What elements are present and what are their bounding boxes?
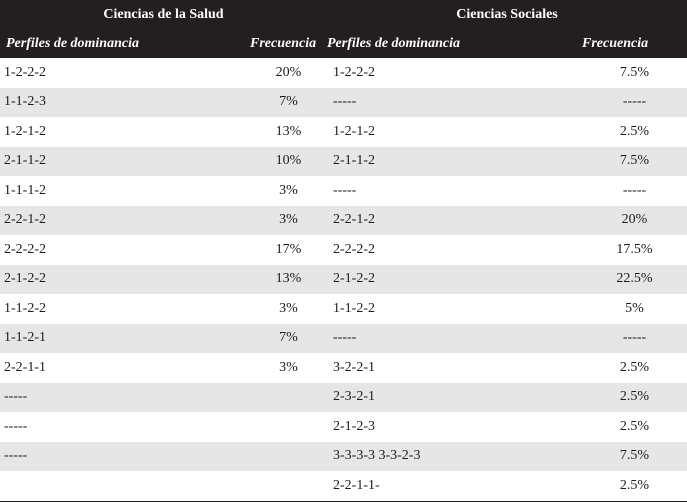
sociales-frecuencia-cell: 2.5% [619,123,650,139]
salud-perfil-cell: 1-1-1-2 [4,182,46,198]
sociales-frecuencia-cell: 2.5% [619,389,650,405]
table-row: 2-1-2-2 13% 2-1-2-2 22.5% [0,264,687,294]
salud-frecuencia-cell: 13% [275,271,302,287]
table-row: 1-2-1-2 13% 1-2-1-2 2.5% [0,117,687,147]
table-row: ----- 2-3-2-1 2.5% [0,382,687,412]
sociales-frecuencia-cell: 7.5% [619,64,650,80]
salud-perfil-cell: 2-1-1-2 [4,153,46,169]
column-header-frecuencia-salud: Frecuencia [250,36,317,51]
sociales-perfil-cell: 2-2-2-2 [333,241,375,257]
column-header-row: Perfiles de dominancia Frecuencia Perfil… [0,30,687,58]
salud-frecuencia-cell: 13% [275,123,302,139]
table-row: 2-1-1-2 10% 2-1-1-2 7.5% [0,146,687,176]
salud-perfil-cell: 2-2-1-1 [4,359,46,375]
table-row: 2-2-1-1 3% 3-2-2-1 2.5% [0,353,687,383]
table-row: ----- 3-3-3-3 3-3-2-3 7.5% [0,441,687,471]
sociales-perfil-cell: 3-3-3-3 3-3-2-3 [333,448,421,464]
salud-perfil-cell: 1-2-2-2 [4,64,46,80]
sociales-perfil-cell: ----- [333,330,357,346]
salud-perfil-cell: ----- [4,389,28,405]
salud-perfil-cell: 2-1-2-2 [4,271,46,287]
sociales-perfil-cell: 1-1-2-2 [333,300,375,316]
table-row: ----- 2-1-2-3 2.5% [0,412,687,442]
sociales-frecuencia-cell: 5% [625,300,644,316]
group-header-salud: Ciencias de la Salud [103,7,224,22]
table-row: 2-2-2-2 17% 2-2-2-2 17.5% [0,235,687,265]
salud-frecuencia-cell: 10% [275,153,302,169]
table-bottom-rule [0,500,687,502]
table-row: 1-2-2-2 20% 1-2-2-2 7.5% [0,58,687,88]
table-row: 2-2-1-1- 2.5% [0,471,687,501]
salud-frecuencia-cell: 20% [275,64,302,80]
sociales-frecuencia-cell: 22.5% [616,271,653,287]
salud-perfil-cell: 2-2-2-2 [4,241,46,257]
column-header-perfiles-salud: Perfiles de dominancia [6,36,139,51]
salud-frecuencia-cell: 3% [279,359,298,375]
sociales-perfil-cell: 2-1-2-3 [333,418,375,434]
sociales-perfil-cell: ----- [333,182,357,198]
salud-frecuencia-cell: 7% [279,330,298,346]
sociales-perfil-cell: 2-1-2-2 [333,271,375,287]
sociales-perfil-cell: 1-2-2-2 [333,64,375,80]
sociales-perfil-cell: 2-1-1-2 [333,153,375,169]
sociales-perfil-cell: 2-2-1-2 [333,212,375,228]
salud-perfil-cell: 1-1-2-1 [4,330,46,346]
sociales-frecuencia-cell: 17.5% [616,241,653,257]
group-header-sociales: Ciencias Sociales [456,7,558,22]
table-row: 1-1-1-2 3% ----- ----- [0,176,687,206]
group-header-row: Ciencias de la Salud Ciencias Sociales [0,0,687,30]
sociales-frecuencia-cell: ----- [622,94,647,110]
salud-perfil-cell: 1-1-2-3 [4,94,46,110]
salud-perfil-cell: 1-1-2-2 [4,300,46,316]
sociales-frecuencia-cell: ----- [622,330,647,346]
salud-frecuencia-cell: 17% [275,241,302,257]
salud-perfil-cell: 2-2-1-2 [4,212,46,228]
sociales-frecuencia-cell: 2.5% [619,418,650,434]
salud-frecuencia-cell: 7% [279,94,298,110]
sociales-perfil-cell: 3-2-2-1 [333,359,375,375]
salud-perfil-cell: ----- [4,418,28,434]
column-header-perfiles-sociales: Perfiles de dominancia [327,36,460,51]
sociales-perfil-cell: ----- [333,94,357,110]
table-row: 1-1-2-3 7% ----- ----- [0,87,687,117]
sociales-perfil-cell: 2-2-1-1- [333,477,380,493]
column-header-frecuencia-sociales: Frecuencia [582,36,649,51]
sociales-perfil-cell: 2-3-2-1 [333,389,375,405]
table-row: 1-1-2-1 7% ----- ----- [0,323,687,353]
table-row: 2-2-1-2 3% 2-2-1-2 20% [0,205,687,235]
sociales-frecuencia-cell: 7.5% [619,153,650,169]
salud-frecuencia-cell: 3% [279,182,298,198]
table-row: 1-1-2-2 3% 1-1-2-2 5% [0,294,687,324]
sociales-frecuencia-cell: 7.5% [619,448,650,464]
sociales-perfil-cell: 1-2-1-2 [333,123,375,139]
salud-frecuencia-cell: 3% [279,300,298,316]
salud-frecuencia-cell: 3% [279,212,298,228]
salud-perfil-cell: ----- [4,448,28,464]
sociales-frecuencia-cell: 2.5% [619,359,650,375]
sociales-frecuencia-cell: 2.5% [619,477,650,493]
sociales-frecuencia-cell: ----- [622,182,647,198]
salud-perfil-cell: 1-2-1-2 [4,123,46,139]
sociales-frecuencia-cell: 20% [621,212,648,228]
